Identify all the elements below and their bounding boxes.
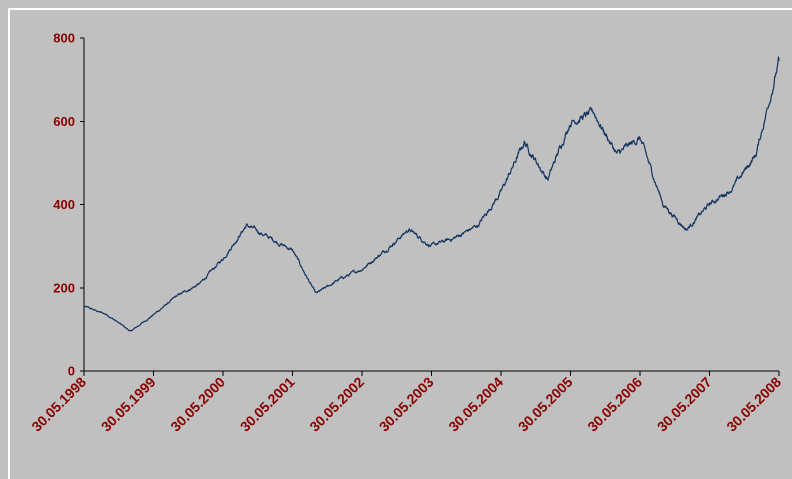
price-series-line: [83, 56, 780, 332]
y-tick-label: 0: [68, 364, 75, 379]
y-tick-label: 600: [53, 114, 75, 129]
plot-area: [10, 10, 792, 479]
y-tick-label: 200: [53, 280, 75, 295]
y-tick-label: 800: [53, 31, 75, 46]
y-axis-ticks: 0 200 400 600 800: [53, 31, 84, 379]
y-tick-label: 400: [53, 197, 75, 212]
series-layer: [83, 56, 780, 332]
